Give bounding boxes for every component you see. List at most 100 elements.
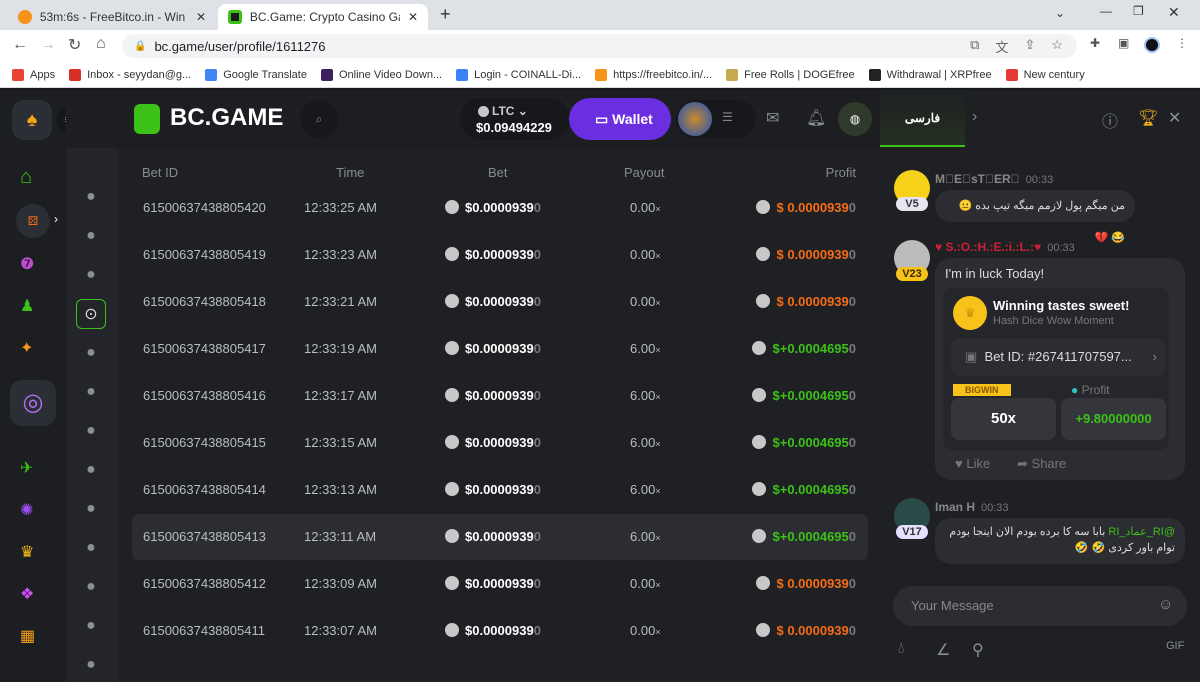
table-row[interactable]: 61500637438805416 12:33:17 AM $0.0000939… [132,373,868,419]
bet-id[interactable]: 61500637438805414 [143,482,266,497]
column-header-payout[interactable]: Payout [624,165,665,180]
browser-tab-active[interactable]: BC.Game: Crypto Casino Games & ✕ [218,4,428,30]
bet-id[interactable]: 61500637438805415 [143,435,266,450]
bookmark-item[interactable]: Withdrawal | XRPfree [868,68,992,81]
mines-icon[interactable]: ● [86,422,96,439]
bookmark-item[interactable]: Online Video Down... [320,68,442,81]
browser-tab[interactable]: 53m:6s - FreeBitco.in - Win free b ✕ [8,4,216,30]
vip-menu[interactable]: ☰ [676,100,756,138]
table-row[interactable]: 61500637438805417 12:33:19 AM $0.0000939… [132,326,868,372]
column-header-bet[interactable]: Bet [488,165,508,180]
table-row[interactable]: 61500637438805413 12:33:11 AM $0.0000939… [132,514,868,560]
rocket-icon[interactable]: ● [86,656,96,673]
sidepanel-icon[interactable]: ▣ [1118,36,1130,50]
tower-icon[interactable]: ● [86,461,96,478]
back-icon[interactable]: ← [12,36,28,53]
bigwin-share-card[interactable]: ♛ Winning tastes sweet! Hash Dice Wow Mo… [943,288,1169,450]
sports-icon[interactable]: ✦ [20,340,34,357]
column-header-bet-id[interactable]: Bet ID [142,165,179,180]
bet-id[interactable]: 61500637438805420 [143,200,266,215]
search-button[interactable]: ⌕ [300,100,338,138]
keno-icon[interactable]: ● [86,500,96,517]
table-row[interactable]: 61500637438805412 12:33:09 AM $0.0000939… [132,561,868,607]
bonus-icon[interactable]: ❖ [20,586,35,603]
casino-spade-icon[interactable]: ♠ [12,100,52,140]
trophy-icon[interactable]: 🏆︎ [1138,110,1159,127]
hashdice-icon[interactable]: ⊙ [76,299,106,329]
share-button[interactable]: ➦ Share [1017,456,1067,471]
address-bar[interactable]: 🔒 bc.game/user/profile/1611276 ⧉ 文 ⇪ ☆ [122,34,1077,58]
bet-id[interactable]: 61500637438805413 [143,529,266,544]
close-window-button[interactable]: ✕ [1168,4,1180,20]
bookmark-item[interactable]: https://freebitco.in/... [595,68,712,81]
bookmark-star-icon[interactable]: ☆ [1051,36,1063,52]
live-casino-icon[interactable]: ♟ [20,298,35,315]
table-row[interactable]: 61500637438805419 12:33:23 AM $0.0000939… [132,232,868,278]
lottery-icon[interactable]: ▦ [20,628,36,645]
crash-icon[interactable]: ● [86,227,96,244]
bookmark-item[interactable]: New century [1005,68,1085,81]
close-tab-icon[interactable]: ✕ [407,10,418,24]
home-icon[interactable]: ⌂ [96,35,106,52]
list-icon[interactable]: ☰ [722,110,733,124]
open-external-icon[interactable]: ⧉ [970,36,980,52]
bet-id[interactable]: 61500637438805416 [143,388,266,403]
emoji-icon[interactable]: ☺ [1158,596,1174,613]
chevron-right-icon[interactable]: › [972,108,978,125]
hilo-icon[interactable]: ● [86,617,96,634]
table-row[interactable]: 61500637438805418 12:33:21 AM $0.0000939… [132,279,868,325]
close-chat-icon[interactable]: ✕ [1168,110,1182,127]
chat-language-tab[interactable]: فارسی [880,90,965,147]
like-button[interactable]: ♥ Like [955,456,991,471]
sword-icon[interactable]: ● [86,539,96,556]
bet-id[interactable]: 61500637438805412 [143,576,266,591]
command-icon[interactable]: ∠ [936,642,951,659]
bet-id[interactable]: 61500637438805411 [143,623,265,638]
user-avatar[interactable] [678,102,712,136]
bet-id-link[interactable]: ▣ Bet ID: #267411707597... › [951,338,1165,376]
originals-icon[interactable]: ● [86,188,96,205]
close-tab-icon[interactable]: ✕ [195,10,206,24]
table-row[interactable]: 61500637438805411 12:33:07 AM $0.0000939… [132,608,868,654]
mail-icon[interactable]: ✉ [766,110,780,127]
forward-icon[interactable]: → [40,36,56,53]
coinflip-icon[interactable]: ● [86,383,96,400]
bookmark-item[interactable]: Apps [12,68,55,81]
table-row[interactable]: 61500637438805415 12:33:15 AM $0.0000939… [132,420,868,466]
home-icon[interactable]: ⌂ [20,166,33,188]
translate-icon[interactable]: 文 [995,39,1009,55]
restore-button[interactable]: ❐ [1133,4,1144,18]
bookmark-item[interactable]: Login - COINALL-Di... [456,68,581,81]
bet-id[interactable]: 61500637438805419 [143,247,266,262]
chat-message-input[interactable]: Your Message [893,586,1187,626]
wallet-button[interactable]: ▭ Wallet [569,98,671,140]
bookmark-item[interactable]: Google Translate [205,68,307,81]
spin-icon[interactable]: ✺ [20,502,34,519]
notification-bell-icon[interactable]: 🔔︎ [806,110,827,127]
minimize-button[interactable]: — [1100,4,1112,18]
bet-id[interactable]: 61500637438805417 [143,341,266,356]
column-header-profit[interactable]: Profit [825,165,856,180]
dice-icon[interactable]: ⚄ [16,204,50,238]
plinko-icon[interactable]: ● [86,266,96,283]
wheel-icon[interactable]: ● [86,578,96,595]
info-icon[interactable]: ⓘ [1102,114,1119,131]
limbo-icon[interactable]: ● [86,344,96,361]
slots-icon[interactable]: ❼ [20,256,35,273]
bookmark-item[interactable]: Inbox - seyydan@g... [69,68,191,81]
currency-selector[interactable]: LTC ⌄ $0.09494229 [460,98,570,140]
rain-icon[interactable]: 💧︎ [898,640,905,657]
share-icon[interactable]: ⇪ [1024,36,1036,52]
extensions-icon[interactable]: ✚ [1090,36,1101,50]
table-row[interactable]: 61500637438805420 12:33:25 AM $0.0000939… [132,185,868,231]
expand-chevron-icon[interactable]: › [54,212,58,226]
gif-icon[interactable]: GIF [1166,640,1185,652]
bet-id[interactable]: 61500637438805418 [143,294,266,309]
hash-game-icon[interactable]: ◎ [10,380,56,426]
column-header-time[interactable]: Time [336,165,365,180]
coin-drop-icon[interactable]: ⚲ [972,642,984,659]
table-row[interactable]: 61500637438805414 12:33:13 AM $0.0000939… [132,467,868,513]
tab-search-icon[interactable]: ⌄ [1055,6,1066,20]
menu-icon[interactable]: ⋮ [1176,36,1188,50]
bookmark-item[interactable]: Free Rolls | DOGEfree [726,68,855,81]
